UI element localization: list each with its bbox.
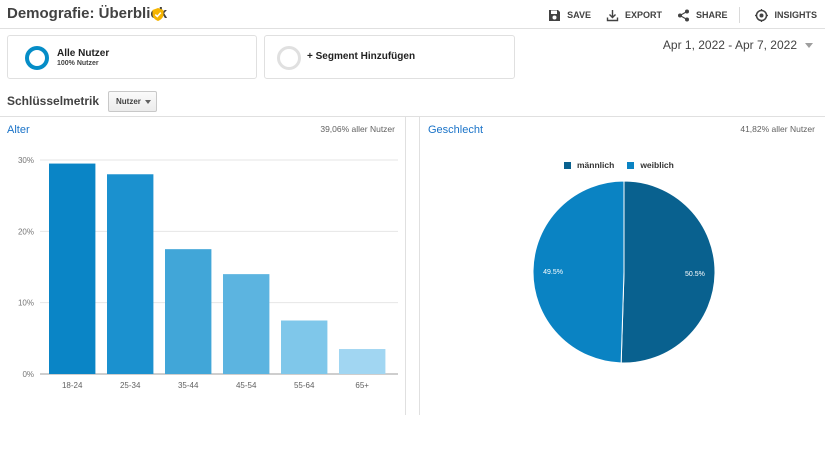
page-title: Demografie: Überblick	[7, 5, 168, 22]
empty-segment-ring-icon	[277, 46, 301, 70]
report-actions: SAVE EXPORT SHARE INSIGH	[533, 7, 817, 23]
legend-swatch-female	[627, 161, 635, 169]
legend-swatch-male	[564, 161, 571, 169]
insights-button[interactable]: INSIGHTS	[755, 8, 817, 22]
segment-share: 100% Nutzer	[57, 60, 99, 67]
age-panel: Alter 39,06% aller Nutzer 0% 10% 20% 30% 18-…	[0, 117, 406, 415]
pie-slice-männlich[interactable]	[620, 180, 716, 364]
y-tick-label: 30%	[18, 156, 34, 165]
share-button[interactable]: SHARE	[677, 9, 728, 22]
age-panel-title[interactable]: Alter	[7, 124, 30, 136]
legend-item-male[interactable]: männlich	[564, 160, 614, 170]
save-label: SAVE	[567, 10, 591, 20]
pie-value-label: 50.5%	[685, 271, 705, 278]
report-header: Demografie: Überblick SAVE EXPORT	[0, 0, 825, 29]
chevron-down-icon	[805, 42, 813, 48]
y-tick-label: 0%	[22, 370, 34, 379]
share-label: SHARE	[695, 10, 728, 20]
date-range-picker[interactable]: Apr 1, 2022 - Apr 7, 2022	[663, 38, 813, 52]
add-segment-label: + Segment Hinzufügen	[307, 51, 416, 62]
x-tick-label: 45-54	[236, 381, 257, 390]
pie-slice-weiblich[interactable]	[532, 180, 625, 364]
legend-label-female: weiblich	[640, 160, 674, 170]
insights-label: INSIGHTS	[774, 10, 817, 20]
export-icon	[606, 9, 619, 21]
x-tick-label: 35-44	[178, 381, 199, 390]
segment-name: Alle Nutzer	[57, 48, 110, 59]
share-icon	[677, 9, 689, 21]
legend-label-male: männlich	[577, 160, 615, 170]
section-divider	[0, 116, 825, 117]
segment-all-users[interactable]: Alle Nutzer 100% Nutzer	[7, 35, 257, 79]
verified-badge-icon	[152, 8, 164, 21]
age-bar-35-44[interactable]	[165, 249, 212, 374]
age-bar-45-54[interactable]	[223, 274, 270, 374]
gender-panel-title[interactable]: Geschlecht	[428, 124, 484, 136]
metric-label: Schlüsselmetrik	[7, 94, 100, 108]
gender-legend: männlich weiblich	[564, 160, 687, 170]
gender-panel-stat: 41,82% aller Nutzer	[740, 124, 815, 134]
gender-pie-chart: 50.5% 49.5%	[532, 180, 716, 364]
add-segment-button[interactable]: + Segment Hinzufügen	[264, 35, 515, 79]
date-range-label: Apr 1, 2022 - Apr 7, 2022	[662, 38, 797, 52]
x-tick-label: 65+	[355, 381, 369, 390]
export-button[interactable]: EXPORT	[606, 9, 662, 22]
age-panel-stat: 39,06% aller Nutzer	[320, 124, 395, 134]
metric-dropdown[interactable]: Nutzer	[108, 91, 157, 112]
x-tick-label: 55-64	[294, 381, 315, 390]
gender-panel: Geschlecht 41,82% aller Nutzer männlich …	[419, 117, 825, 415]
insights-icon	[755, 8, 769, 22]
segment-ring-icon	[25, 46, 49, 70]
pie-value-label: 49.5%	[543, 269, 563, 276]
age-bar-55-64[interactable]	[281, 320, 328, 375]
y-tick-label: 10%	[18, 299, 34, 308]
chevron-down-icon	[144, 99, 151, 104]
save-icon	[549, 9, 561, 21]
save-button[interactable]: SAVE	[548, 9, 591, 22]
x-tick-label: 18-24	[62, 381, 83, 390]
x-tick-label: 25-34	[120, 381, 141, 390]
age-bar-25-34[interactable]	[107, 174, 154, 374]
export-label: EXPORT	[624, 10, 662, 20]
metric-selected-value: Nutzer	[116, 97, 141, 106]
legend-item-female[interactable]: weiblich	[627, 160, 674, 170]
age-bar-chart: 0% 10% 20% 30% 18-24 25-34 35-44 45-54 55-64 65+	[18, 156, 398, 390]
age-bar-65+[interactable]	[339, 349, 386, 374]
y-tick-label: 20%	[18, 227, 34, 236]
age-bar-18-24[interactable]	[49, 163, 96, 374]
actions-divider	[739, 7, 741, 23]
